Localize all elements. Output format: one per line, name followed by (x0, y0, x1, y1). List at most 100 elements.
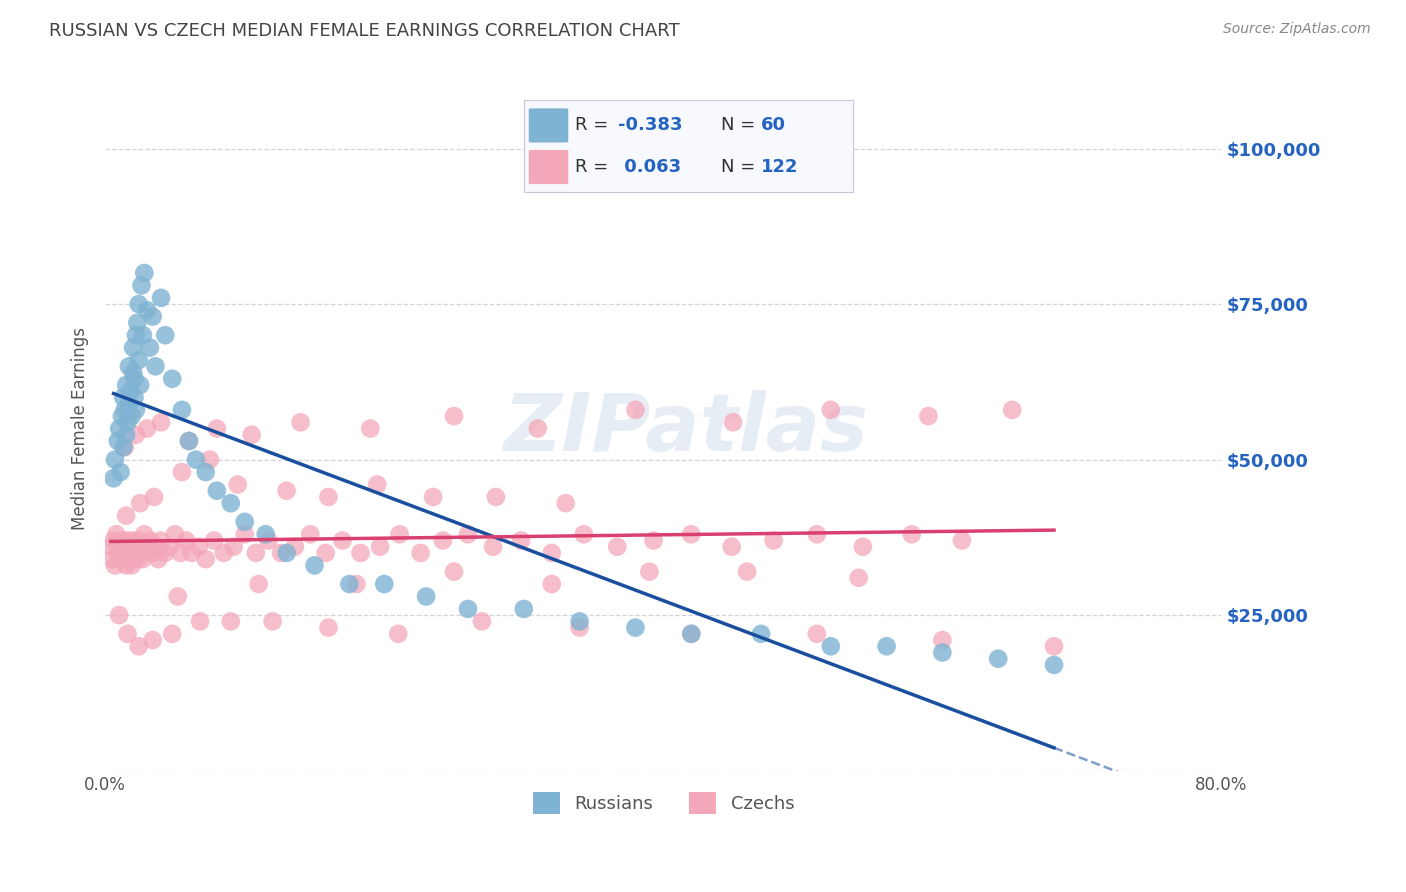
Point (212, 546, 235, 560)
Point (349, 546, 371, 560)
Point (457, 527, 479, 541)
Point (276, 546, 298, 560)
Point (638, 565, 661, 579)
Text: RUSSIAN VS CZECH MEDIAN FEMALE EARNINGS CORRELATION CHART: RUSSIAN VS CZECH MEDIAN FEMALE EARNINGS … (49, 22, 681, 40)
Point (127, 316, 149, 330)
Point (157, 540, 180, 554)
Point (115, 558, 138, 573)
Point (114, 540, 136, 554)
Point (103, 471, 125, 485)
Point (848, 571, 870, 585)
Point (118, 552, 141, 566)
Point (115, 508, 138, 523)
Point (170, 402, 193, 417)
Point (194, 465, 217, 479)
Point (202, 533, 225, 548)
Point (105, 527, 128, 541)
Point (373, 577, 395, 591)
Point (471, 615, 494, 629)
Point (681, 627, 703, 641)
Point (624, 621, 647, 635)
Point (129, 496, 152, 510)
Point (118, 359, 141, 374)
Point (443, 565, 465, 579)
Point (125, 402, 148, 417)
Point (388, 527, 411, 541)
Point (122, 341, 145, 355)
Point (485, 490, 508, 504)
Point (900, 527, 922, 541)
Point (101, 552, 124, 566)
Point (987, 651, 1010, 665)
Point (510, 533, 533, 548)
Point (257, 533, 280, 548)
Point (136, 540, 159, 554)
Point (513, 602, 536, 616)
Point (120, 384, 142, 399)
Point (299, 527, 322, 541)
Point (318, 490, 340, 504)
Point (318, 621, 340, 635)
Point (387, 627, 409, 641)
Point (554, 496, 576, 510)
Point (166, 590, 188, 604)
Point (606, 540, 628, 554)
Point (108, 421, 131, 435)
Point (125, 427, 148, 442)
Point (415, 590, 437, 604)
Point (432, 533, 454, 548)
Point (128, 297, 150, 311)
Point (114, 402, 136, 417)
Point (368, 540, 391, 554)
Point (108, 540, 131, 554)
Point (142, 546, 165, 560)
Point (121, 558, 143, 573)
Point (262, 615, 284, 629)
Point (198, 452, 221, 467)
Point (806, 627, 828, 641)
Point (115, 378, 138, 392)
Point (205, 421, 228, 435)
Point (315, 546, 337, 560)
Point (284, 540, 307, 554)
Point (117, 627, 139, 641)
Y-axis label: Median Female Earnings: Median Female Earnings (72, 327, 89, 530)
Point (114, 440, 136, 454)
Point (876, 640, 898, 654)
Point (145, 359, 167, 374)
Point (270, 546, 292, 560)
Point (540, 577, 562, 591)
Point (820, 402, 842, 417)
Point (245, 546, 267, 560)
Point (160, 627, 183, 641)
Point (344, 577, 367, 591)
Point (160, 372, 183, 386)
Point (163, 527, 186, 541)
Point (205, 483, 228, 498)
Point (240, 427, 263, 442)
Point (366, 477, 388, 491)
Point (122, 366, 145, 380)
Point (120, 540, 142, 554)
Point (150, 415, 173, 429)
Point (145, 540, 167, 554)
Point (1043, 657, 1066, 672)
Point (917, 409, 939, 423)
Point (136, 303, 159, 318)
Point (104, 452, 127, 467)
Point (125, 328, 148, 343)
Point (304, 558, 326, 573)
Point (931, 645, 953, 659)
Point (131, 540, 153, 554)
Text: Source: ZipAtlas.com: Source: ZipAtlas.com (1223, 22, 1371, 37)
Point (339, 577, 361, 591)
Point (1043, 640, 1066, 654)
Point (142, 310, 165, 324)
Point (931, 633, 953, 648)
Point (233, 515, 256, 529)
Point (104, 558, 127, 573)
Point (177, 434, 200, 448)
Point (142, 633, 165, 648)
Point (187, 540, 209, 554)
Point (950, 533, 973, 548)
